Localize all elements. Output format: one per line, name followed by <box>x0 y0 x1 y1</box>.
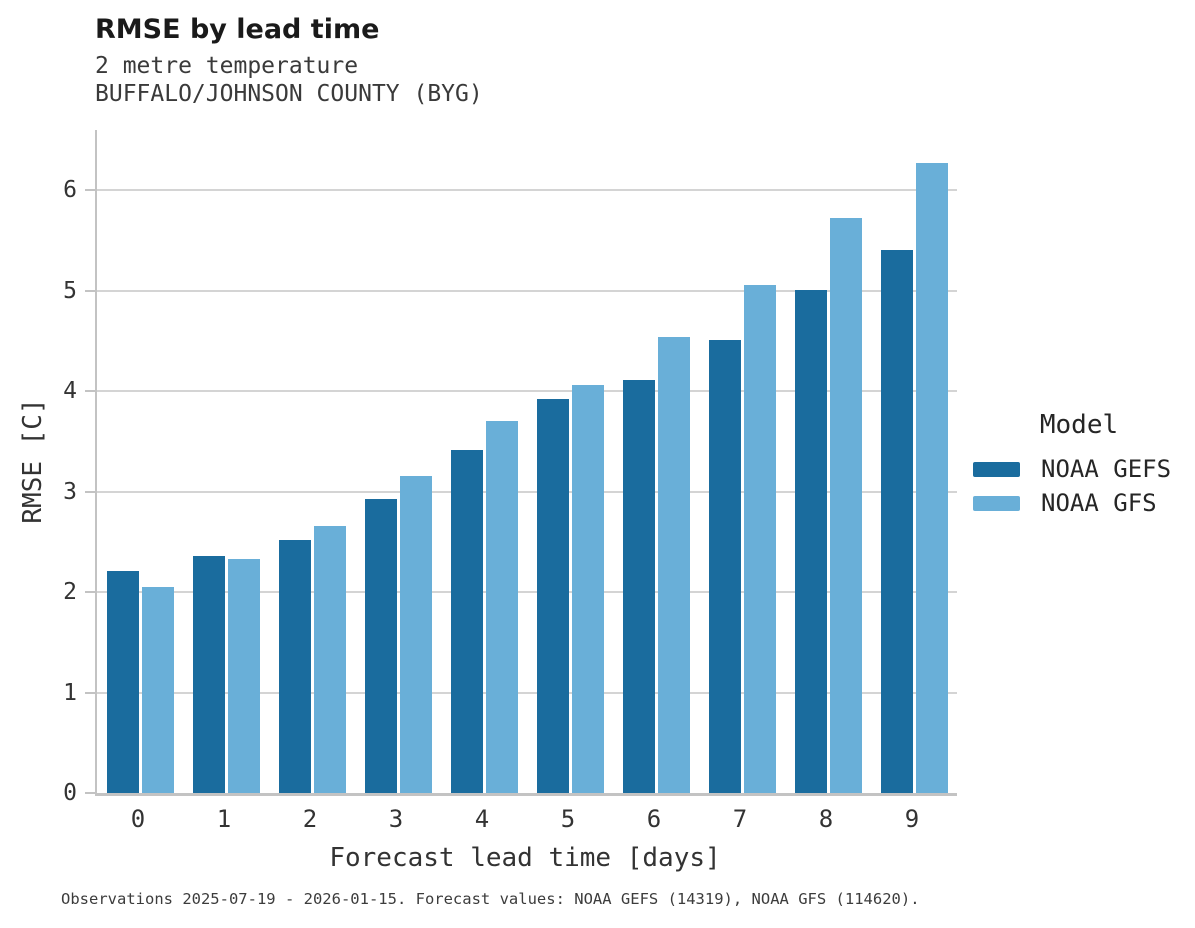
bar-group-4 <box>441 130 527 793</box>
y-tick-label-5: 5 <box>63 277 77 304</box>
legend-item-noaa-gfs: NOAA GFS <box>973 486 1185 520</box>
y-tick-label-2: 2 <box>63 579 77 606</box>
bar-noaa-gefs-lead-4 <box>450 450 483 793</box>
chart-header: RMSE by lead time 2 metre temperature BU… <box>95 14 483 108</box>
chart-title: RMSE by lead time <box>95 14 380 45</box>
bar-group-7 <box>699 130 785 793</box>
x-tick-label-0: 0 <box>130 805 146 833</box>
bar-row <box>97 130 957 793</box>
y-axis-title: RMSE [C] <box>18 398 48 524</box>
bar-noaa-gfs-lead-7 <box>743 284 776 793</box>
legend-items: NOAA GEFS NOAA GFS <box>973 452 1185 520</box>
y-tick-mark-6 <box>85 189 95 192</box>
bar-noaa-gfs-lead-4 <box>485 421 518 793</box>
y-tick-mark-0 <box>85 792 95 794</box>
bar-noaa-gefs-lead-6 <box>622 380 655 793</box>
y-gridline-3 <box>97 490 957 493</box>
bar-group-5 <box>527 130 613 793</box>
y-gridline-2 <box>97 591 957 594</box>
bar-group-1 <box>183 130 269 793</box>
x-tick-label-4: 4 <box>474 805 490 833</box>
plot-area: 0 1 2 3 4 5 6 <box>63 130 957 806</box>
bar-noaa-gfs-lead-9 <box>915 163 948 793</box>
bar-group-0 <box>97 130 183 793</box>
bar-noaa-gfs-lead-1 <box>227 558 260 793</box>
y-tick-label-0: 0 <box>63 780 77 806</box>
bar-group-6 <box>613 130 699 793</box>
legend-swatch-icon <box>973 495 1020 511</box>
y-tick-mark-3 <box>85 490 95 493</box>
legend-label: NOAA GEFS <box>1041 455 1172 483</box>
y-tick-label-6: 6 <box>63 177 77 204</box>
x-tick-label-1: 1 <box>216 805 232 833</box>
bar-noaa-gefs-lead-3 <box>364 498 397 793</box>
x-tick-labels: 0 1 2 3 4 5 6 7 8 9 <box>95 805 955 833</box>
x-axis-title: Forecast lead time [days] <box>329 843 721 873</box>
bar-group-8 <box>785 130 871 793</box>
bar-noaa-gefs-lead-2 <box>278 539 311 793</box>
y-tick-mark-2 <box>85 591 95 594</box>
y-tick-mark-1 <box>85 691 95 694</box>
y-gridline-6 <box>97 189 957 192</box>
y-tick-mark-5 <box>85 289 95 292</box>
footer-caption: Observations 2025-07-19 - 2026-01-15. Fo… <box>61 890 920 908</box>
bar-noaa-gfs-lead-0 <box>141 587 174 793</box>
y-gridline-5 <box>97 289 957 292</box>
bar-group-2 <box>269 130 355 793</box>
y-gridline-1 <box>97 691 957 694</box>
chart-subtitle-station: BUFFALO/JOHNSON COUNTY (BYG) <box>95 81 483 107</box>
bar-group-9 <box>871 130 957 793</box>
bar-noaa-gefs-lead-5 <box>536 399 569 793</box>
bar-noaa-gfs-lead-6 <box>657 336 690 793</box>
x-tick-label-8: 8 <box>818 805 834 833</box>
x-tick-label-3: 3 <box>388 805 404 833</box>
bar-noaa-gefs-lead-7 <box>708 339 741 793</box>
x-tick-label-6: 6 <box>646 805 662 833</box>
x-tick-label-9: 9 <box>904 805 920 833</box>
y-tick-label-4: 4 <box>63 378 77 405</box>
bar-noaa-gfs-lead-5 <box>571 385 604 793</box>
bar-noaa-gefs-lead-0 <box>106 571 139 793</box>
legend-title: Model <box>1039 410 1119 440</box>
bar-noaa-gefs-lead-1 <box>192 555 225 793</box>
chart-subtitle-variable: 2 metre temperature <box>95 53 359 79</box>
x-tick-label-2: 2 <box>302 805 318 833</box>
y-gridline-4 <box>97 390 957 393</box>
legend-swatch-icon <box>973 461 1020 477</box>
legend-label: NOAA GFS <box>1041 489 1157 517</box>
y-tick-mark-4 <box>85 390 95 393</box>
bar-noaa-gefs-lead-9 <box>880 249 913 793</box>
bar-noaa-gfs-lead-8 <box>829 218 862 793</box>
x-tick-label-5: 5 <box>560 805 576 833</box>
y-tick-label-3: 3 <box>63 478 77 505</box>
x-tick-label-7: 7 <box>732 805 748 833</box>
y-tick-label-1: 1 <box>63 679 77 706</box>
bar-group-3 <box>355 130 441 793</box>
bar-noaa-gfs-lead-3 <box>399 475 432 793</box>
legend: Model NOAA GEFS NOAA GFS <box>973 410 1185 520</box>
legend-item-noaa-gefs: NOAA GEFS <box>973 452 1185 486</box>
bar-noaa-gefs-lead-8 <box>794 289 827 793</box>
bar-noaa-gfs-lead-2 <box>313 525 346 793</box>
